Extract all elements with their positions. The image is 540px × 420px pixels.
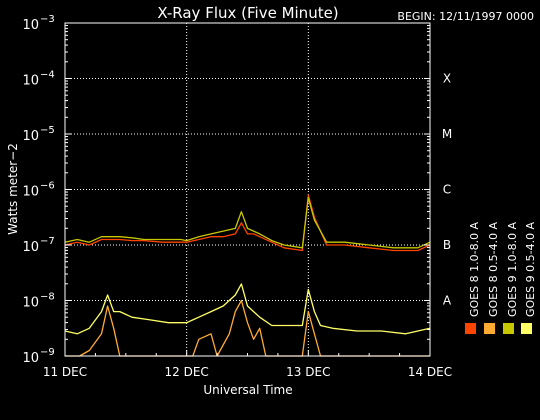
y-tick-exponent: −5 — [40, 125, 55, 136]
legend-swatch — [503, 323, 514, 334]
y-tick-exponent: −7 — [40, 236, 55, 247]
chart-title: X-Ray Flux (Five Minute) — [157, 4, 338, 22]
x-tick-label: 11 DEC — [43, 365, 87, 379]
flare-class-labels: A B C M X — [442, 72, 452, 308]
x-tick-label: 12 DEC — [165, 365, 209, 379]
y-tick-label: 10 — [22, 74, 39, 89]
legend-label: GOES 8 1.0-8.0 A — [468, 221, 481, 317]
y-tick-exponent: −4 — [40, 70, 55, 81]
legend-label: GOES 8 0.5-4.0 A — [487, 221, 500, 317]
x-tick-labels: 11 DEC 12 DEC 13 DEC 14 DEC — [43, 350, 452, 379]
y-tick-label: 10 — [22, 351, 39, 366]
y-tick-label: 10 — [22, 296, 39, 311]
y-tick-label: 10 — [22, 129, 39, 144]
flare-class-label: C — [443, 183, 451, 197]
y-tick-exponent: −8 — [40, 292, 55, 303]
legend-swatch — [521, 323, 532, 334]
legend-label: GOES 9 0.5-4.0 A — [524, 221, 537, 317]
flare-class-label: M — [442, 127, 452, 141]
y-tick-exponent: −9 — [40, 347, 55, 358]
series-line — [65, 299, 430, 357]
begin-label: BEGIN: 12/11/1997 0000 — [397, 10, 534, 23]
flare-class-label: B — [443, 238, 451, 252]
legend-label: GOES 9 1.0-8.0 A — [506, 221, 519, 317]
x-axis-label: Universal Time — [203, 383, 292, 397]
y-tick-exponent: −6 — [40, 181, 55, 192]
y-tick-label: 10 — [22, 185, 39, 200]
y-axis-label: Watts meter−2 — [6, 143, 20, 235]
series-line — [64, 194, 431, 252]
series-line — [64, 283, 431, 335]
grid-lines — [65, 23, 430, 356]
y-tick-label: 10 — [22, 18, 39, 33]
flare-class-label: X — [443, 72, 451, 86]
series-line — [64, 197, 431, 249]
x-tick-label: 14 DEC — [408, 365, 452, 379]
flare-class-label: A — [443, 294, 452, 308]
series-lines — [64, 194, 431, 357]
legend-swatch — [465, 323, 476, 334]
plot-frame — [64, 22, 431, 357]
x-tick-label: 13 DEC — [286, 365, 330, 379]
y-tick-exponent: −3 — [40, 14, 55, 25]
legend-swatch — [484, 323, 495, 334]
legend: GOES 8 1.0-8.0 A GOES 8 0.5-4.0 A GOES 9 1… — [465, 221, 537, 334]
y-tick-label: 10 — [22, 240, 39, 255]
